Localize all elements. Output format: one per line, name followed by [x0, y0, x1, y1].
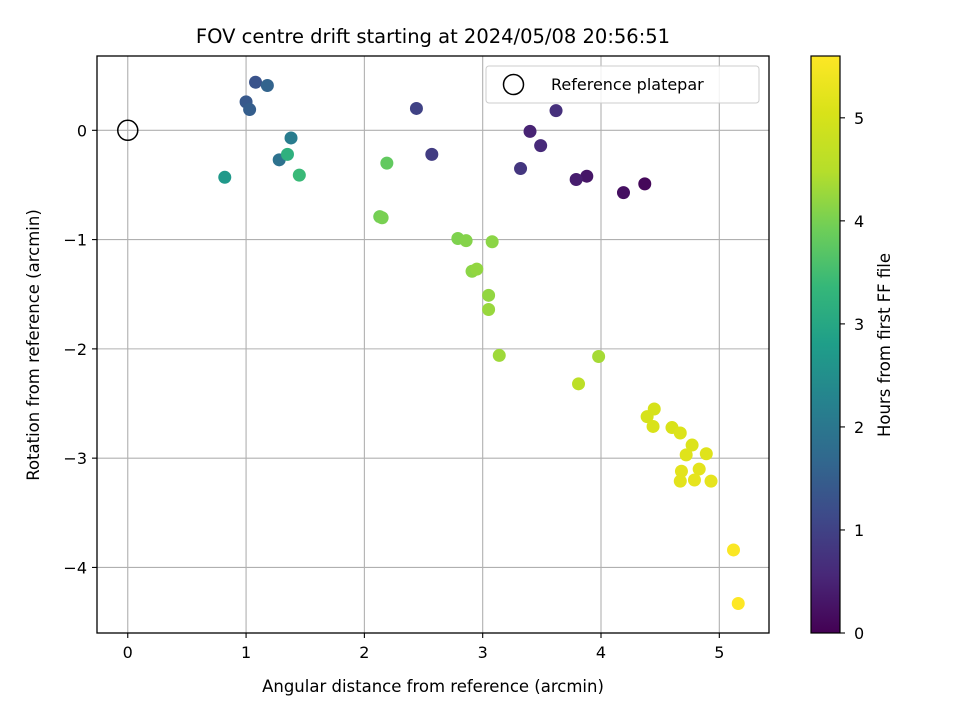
colorbar-tick-label: 5 [854, 109, 864, 128]
legend-marker [502, 73, 525, 96]
data-point [485, 235, 499, 249]
colorbar-ticks: 0 1 2 3 4 5 [840, 109, 864, 643]
data-point [640, 410, 654, 424]
data-point [704, 474, 718, 488]
colorbar-label: Hours from first FF file [875, 253, 894, 437]
data-point [249, 75, 263, 89]
data-point [380, 156, 394, 170]
data-point [375, 211, 389, 225]
data-point [638, 177, 652, 191]
x-tick-label: 0 [123, 643, 133, 662]
data-point [292, 168, 306, 182]
data-point [679, 448, 693, 462]
x-axis-label: Angular distance from reference (arcmin) [262, 677, 604, 696]
colorbar-gradient [810, 55, 841, 634]
data-point [243, 103, 257, 117]
data-point [492, 348, 506, 362]
data-point [592, 350, 606, 364]
colorbar-tick-label: 0 [854, 624, 864, 643]
data-point [482, 288, 496, 302]
data-point [218, 170, 232, 184]
x-tick-label: 1 [241, 643, 251, 662]
data-point [409, 101, 423, 115]
y-tick-label: −2 [63, 340, 87, 359]
x-tick-label: 3 [478, 643, 488, 662]
data-point [616, 186, 630, 200]
x-tick-label: 4 [596, 643, 606, 662]
data-point [673, 474, 687, 488]
reference-marker [117, 119, 139, 142]
colorbar-tick-label: 1 [854, 521, 864, 540]
y-ticks: 0 −1 −2 −3 −4 [63, 121, 97, 577]
data-points [117, 75, 745, 610]
legend: Reference platepar [485, 65, 760, 104]
data-point [731, 596, 745, 610]
data-point [673, 426, 687, 440]
data-point [482, 303, 496, 317]
plot-frame [96, 55, 770, 634]
data-point [549, 104, 563, 118]
data-point [646, 419, 660, 433]
data-point [687, 473, 701, 487]
x-tick-label: 5 [714, 643, 724, 662]
data-point [284, 131, 298, 145]
data-point [459, 234, 473, 248]
colorbar-tick-label: 3 [854, 315, 864, 334]
data-point [514, 162, 528, 176]
colorbar-tick-label: 2 [854, 418, 864, 437]
data-point [260, 79, 274, 93]
y-tick-label: −3 [63, 449, 87, 468]
data-point [280, 147, 294, 161]
chart-title: FOV centre drift starting at 2024/05/08 … [196, 25, 670, 48]
legend-label: Reference platepar [551, 75, 704, 94]
data-point [425, 147, 439, 161]
data-point [470, 262, 484, 276]
data-point [572, 377, 586, 391]
data-point [699, 447, 713, 461]
data-point [580, 169, 594, 183]
colorbar: 0 1 2 3 4 5 Hours from first FF file [810, 55, 894, 643]
colorbar-tick-label: 4 [854, 212, 864, 231]
y-tick-label: −1 [63, 231, 87, 250]
data-point [534, 139, 548, 153]
legend-box [485, 65, 760, 104]
y-tick-label: −4 [63, 558, 87, 577]
y-axis-label: Rotation from reference (arcmin) [24, 209, 43, 481]
y-tick-label: 0 [77, 121, 87, 140]
data-point [692, 462, 706, 476]
data-point [685, 438, 699, 452]
x-tick-label: 2 [359, 643, 369, 662]
data-point [569, 172, 583, 186]
data-point [727, 543, 741, 557]
data-point [523, 124, 537, 138]
data-point [674, 464, 688, 478]
x-ticks: 0 1 2 3 4 5 [123, 633, 724, 662]
grid [97, 56, 769, 633]
